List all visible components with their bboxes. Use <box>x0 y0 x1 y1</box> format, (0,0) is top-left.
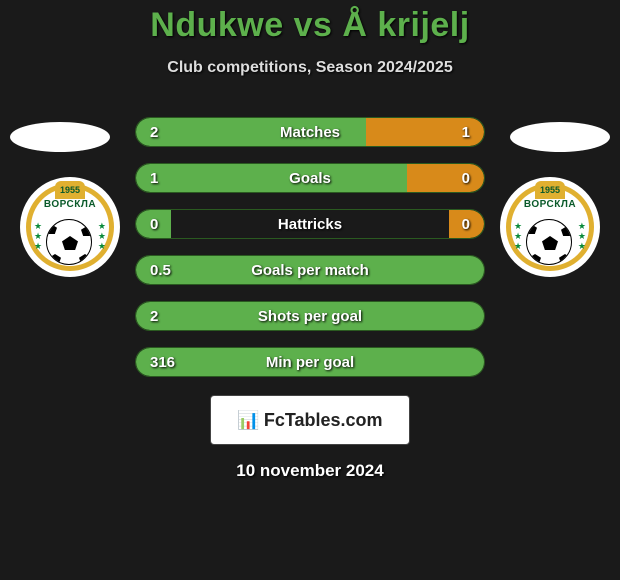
brand-label: FcTables.com <box>264 410 383 431</box>
stat-row: 0.5Goals per match <box>135 255 485 285</box>
player-photo-left-placeholder <box>10 122 110 152</box>
page-title: Ndukwe vs Å krijelj <box>0 0 620 45</box>
star-icon: ★★★ <box>34 221 42 251</box>
badge-year: 1955 <box>535 181 565 199</box>
chart-icon: 📊 <box>237 410 259 431</box>
star-icon: ★★★ <box>578 221 586 251</box>
star-icon: ★★★ <box>98 221 106 251</box>
stat-label: Min per goal <box>136 348 484 377</box>
stat-label: Matches <box>136 118 484 147</box>
stat-label: Shots per goal <box>136 302 484 331</box>
stat-row: 00Hattricks <box>135 209 485 239</box>
football-icon <box>46 219 92 265</box>
football-icon <box>526 219 572 265</box>
date-label: 10 november 2024 <box>0 461 620 481</box>
star-icon: ★★★ <box>514 221 522 251</box>
club-badge-right: 1955 ВОРСКЛА ★★★ ★★★ <box>500 177 600 277</box>
badge-club-name: ВОРСКЛА <box>500 199 600 210</box>
stat-label: Goals per match <box>136 256 484 285</box>
stat-row: 10Goals <box>135 163 485 193</box>
badge-year: 1955 <box>55 181 85 199</box>
stat-label: Goals <box>136 164 484 193</box>
player-photo-right-placeholder <box>510 122 610 152</box>
stat-row: 316Min per goal <box>135 347 485 377</box>
page-subtitle: Club competitions, Season 2024/2025 <box>0 59 620 77</box>
badge-club-name: ВОРСКЛА <box>20 199 120 210</box>
stat-row: 21Matches <box>135 117 485 147</box>
club-badge-left: 1955 ВОРСКЛА ★★★ ★★★ <box>20 177 120 277</box>
stat-label: Hattricks <box>136 210 484 239</box>
brand-badge[interactable]: 📊 FcTables.com <box>210 395 410 445</box>
stats-table: 21Matches 10Goals 00Hattricks 0.5Goals per … <box>135 117 485 393</box>
stat-row: 2Shots per goal <box>135 301 485 331</box>
